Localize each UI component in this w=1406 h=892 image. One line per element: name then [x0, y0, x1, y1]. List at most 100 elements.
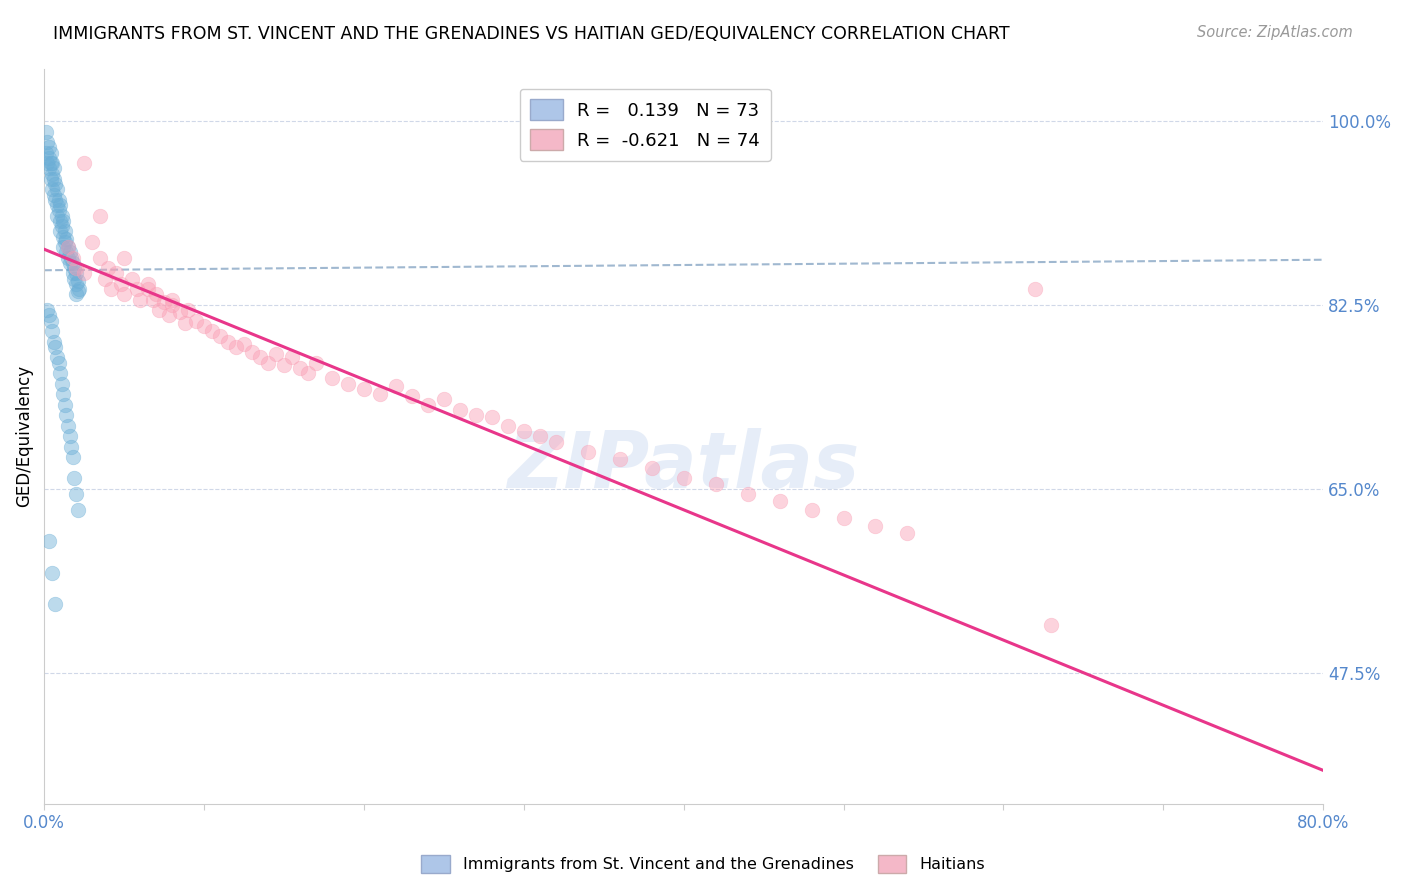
- Point: [55, 232, 77, 246]
- Point: [37, 156, 59, 170]
- Point: [177, 303, 200, 318]
- Legend: R =   0.139   N = 73, R =  -0.621   N = 74: R = 0.139 N = 73, R = -0.621 N = 74: [520, 88, 770, 161]
- Point: [38, 534, 60, 549]
- Point: [60, 251, 83, 265]
- Point: [49, 224, 72, 238]
- Text: ZIPatlas: ZIPatlas: [508, 427, 859, 504]
- Point: [112, 251, 135, 265]
- Point: [576, 445, 599, 459]
- Point: [416, 398, 439, 412]
- Point: [264, 347, 287, 361]
- Point: [59, 429, 82, 443]
- Point: [105, 267, 128, 281]
- Point: [401, 389, 423, 403]
- Point: [55, 409, 77, 423]
- Point: [321, 371, 343, 385]
- Point: [173, 316, 195, 330]
- Point: [52, 214, 75, 228]
- Point: [51, 219, 73, 233]
- Point: [66, 274, 89, 288]
- Point: [62, 267, 84, 281]
- Point: [273, 358, 295, 372]
- Point: [65, 261, 87, 276]
- Point: [305, 356, 328, 370]
- Point: [45, 351, 67, 365]
- Point: [73, 267, 96, 281]
- Point: [42, 161, 65, 176]
- Point: [52, 387, 75, 401]
- Point: [225, 340, 247, 354]
- Point: [94, 271, 117, 285]
- Point: [160, 293, 183, 307]
- Text: IMMIGRANTS FROM ST. VINCENT AND THE GRENADINES VS HAITIAN GED/EQUIVALENCY CORREL: IMMIGRANTS FROM ST. VINCENT AND THE GREN…: [53, 25, 1010, 43]
- Point: [112, 287, 135, 301]
- Point: [121, 271, 143, 285]
- Point: [56, 240, 79, 254]
- Point: [39, 314, 62, 328]
- Point: [37, 135, 59, 149]
- Point: [544, 434, 567, 449]
- Point: [129, 293, 152, 307]
- Point: [65, 267, 87, 281]
- Point: [433, 392, 456, 407]
- Point: [41, 156, 63, 170]
- Point: [136, 277, 159, 291]
- Point: [297, 366, 319, 380]
- Point: [49, 366, 72, 380]
- Point: [529, 429, 551, 443]
- Point: [63, 261, 86, 276]
- Point: [65, 277, 87, 291]
- Point: [449, 403, 471, 417]
- Point: [1040, 618, 1063, 632]
- Point: [80, 235, 103, 249]
- Point: [42, 187, 65, 202]
- Point: [59, 245, 82, 260]
- Point: [281, 351, 304, 365]
- Point: [39, 145, 62, 160]
- Point: [51, 209, 73, 223]
- Point: [336, 376, 359, 391]
- Text: Source: ZipAtlas.com: Source: ZipAtlas.com: [1197, 25, 1353, 40]
- Point: [217, 334, 239, 349]
- Point: [59, 256, 82, 270]
- Point: [60, 440, 83, 454]
- Point: [737, 487, 759, 501]
- Point: [53, 235, 76, 249]
- Point: [368, 387, 391, 401]
- Point: [55, 245, 77, 260]
- Point: [41, 167, 63, 181]
- Point: [89, 209, 111, 223]
- Point: [38, 140, 60, 154]
- Point: [865, 518, 887, 533]
- Point: [609, 452, 631, 467]
- Point: [67, 282, 90, 296]
- Point: [48, 356, 70, 370]
- Point: [44, 598, 66, 612]
- Point: [65, 287, 87, 301]
- Point: [42, 334, 65, 349]
- Point: [464, 409, 486, 423]
- Point: [66, 285, 89, 299]
- Point: [49, 198, 72, 212]
- Point: [249, 351, 271, 365]
- Point: [41, 324, 63, 338]
- Point: [800, 503, 823, 517]
- Point: [513, 424, 536, 438]
- Point: [201, 324, 224, 338]
- Point: [38, 161, 60, 176]
- Point: [110, 277, 132, 291]
- Point: [63, 471, 86, 485]
- Point: [169, 305, 191, 319]
- Point: [640, 460, 662, 475]
- Point: [100, 282, 122, 296]
- Point: [44, 340, 66, 354]
- Point: [288, 361, 311, 376]
- Point: [208, 329, 231, 343]
- Point: [832, 511, 855, 525]
- Point: [45, 198, 67, 212]
- Point: [49, 214, 72, 228]
- Point: [153, 294, 176, 309]
- Point: [41, 566, 63, 580]
- Point: [53, 224, 76, 238]
- Point: [896, 525, 918, 540]
